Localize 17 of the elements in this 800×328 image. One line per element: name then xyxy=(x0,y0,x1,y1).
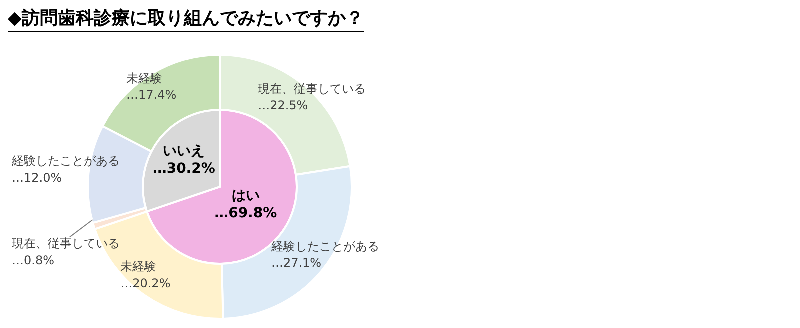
data-label: …30.2% xyxy=(152,161,216,178)
data-label: …12.0% xyxy=(12,170,62,185)
slice-label: 未経験 xyxy=(126,71,163,86)
slice-label: 現在、従事している xyxy=(258,82,366,96)
data-label: …0.8% xyxy=(12,253,54,268)
data-label: …22.5% xyxy=(258,98,308,113)
chart-title: ◆訪問歯科診療に取り組んでみたいですか？ xyxy=(8,6,364,32)
data-label: …27.1% xyxy=(271,256,322,270)
slice-label: 未経験 xyxy=(120,260,157,274)
slice-label: 現在、従事している xyxy=(12,236,120,251)
slice-label: 経験したことがある xyxy=(270,239,380,254)
data-label: …20.2% xyxy=(120,276,171,290)
slice-label: 経験したことがある xyxy=(11,154,120,168)
slice-label: はい xyxy=(232,188,260,204)
data-label: …17.4% xyxy=(126,88,177,102)
slice-label: いいえ xyxy=(163,144,206,160)
data-label: …69.8% xyxy=(214,205,278,222)
